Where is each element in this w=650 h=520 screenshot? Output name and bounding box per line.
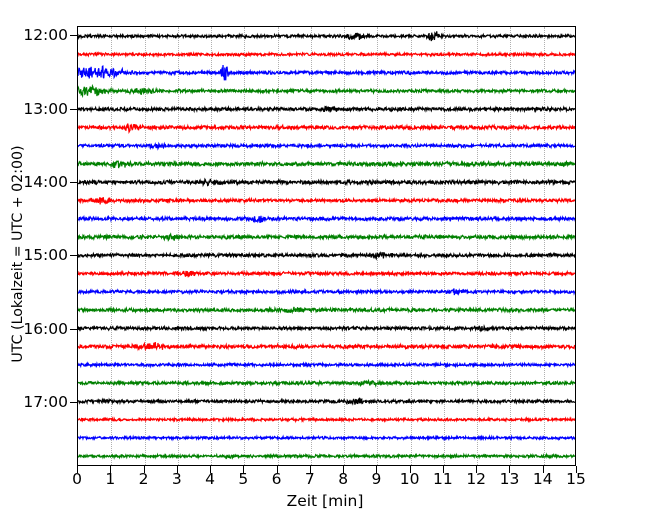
x-tick-label: 2 bbox=[138, 470, 149, 488]
trace-canvas bbox=[78, 27, 575, 465]
y-tick-label: 16:00 bbox=[23, 319, 68, 338]
x-tick-label: 12 bbox=[466, 470, 487, 488]
seismic-trace bbox=[78, 252, 575, 258]
x-axis-title: Zeit [min] bbox=[286, 492, 364, 510]
grid-line-vertical bbox=[310, 27, 312, 465]
grid-line-vertical bbox=[410, 27, 412, 465]
seismic-trace bbox=[78, 398, 575, 405]
grid-line-vertical bbox=[510, 27, 512, 465]
seismic-trace bbox=[78, 179, 575, 186]
grid-line-vertical bbox=[344, 27, 346, 465]
grid-line-vertical bbox=[543, 27, 545, 465]
y-tick-label: 17:00 bbox=[23, 392, 68, 411]
x-tick-mark bbox=[176, 466, 178, 473]
x-tick-mark bbox=[77, 466, 78, 473]
grid-line-vertical bbox=[443, 27, 445, 465]
y-axis-tick-labels: 12:00 13:00 14:00 15:00 16:00 17:00 bbox=[0, 0, 68, 520]
x-tick-label: 3 bbox=[171, 470, 182, 488]
x-tick-label: 6 bbox=[271, 470, 282, 488]
x-tick-mark bbox=[442, 466, 444, 473]
x-tick-label: 4 bbox=[205, 470, 215, 488]
y-tick-mark bbox=[70, 401, 77, 403]
grid-line-vertical bbox=[277, 27, 279, 465]
x-tick-mark bbox=[110, 466, 112, 473]
y-tick-label: 13:00 bbox=[23, 99, 68, 118]
x-tick-mark bbox=[143, 466, 145, 473]
grid-line-vertical bbox=[211, 27, 213, 465]
grid-line-vertical bbox=[377, 27, 379, 465]
grid-line-vertical bbox=[111, 27, 113, 465]
grid-line-vertical bbox=[477, 27, 479, 465]
y-tick-mark bbox=[70, 328, 77, 330]
y-tick-mark bbox=[70, 108, 77, 110]
grid-lines bbox=[78, 27, 575, 465]
y-tick-mark bbox=[70, 35, 77, 37]
y-tick-label: 12:00 bbox=[23, 26, 68, 45]
seismic-trace bbox=[78, 107, 575, 113]
grid-line-vertical bbox=[177, 27, 179, 465]
seismic-trace bbox=[78, 86, 575, 96]
x-tick-label: 13 bbox=[499, 470, 520, 488]
x-tick-mark bbox=[243, 466, 245, 473]
seismic-trace bbox=[78, 418, 575, 421]
x-tick-label: 1 bbox=[105, 470, 116, 488]
seismic-trace bbox=[78, 31, 575, 41]
y-tick-mark bbox=[70, 181, 77, 183]
x-tick-mark bbox=[509, 466, 511, 473]
seismic-trace bbox=[78, 65, 575, 80]
seismic-trace bbox=[78, 53, 575, 56]
seismic-trace bbox=[78, 234, 575, 240]
x-tick-label: 7 bbox=[304, 470, 315, 488]
seismic-trace bbox=[78, 216, 575, 223]
seismic-trace bbox=[78, 288, 575, 295]
seismic-trace bbox=[78, 363, 575, 366]
x-tick-mark bbox=[576, 466, 577, 473]
x-tick-mark bbox=[409, 466, 411, 473]
x-tick-mark bbox=[542, 466, 544, 473]
seismic-trace bbox=[78, 124, 575, 132]
y-tick-label: 15:00 bbox=[23, 246, 68, 265]
seismic-trace bbox=[78, 380, 575, 385]
x-tick-mark bbox=[309, 466, 311, 473]
x-tick-mark bbox=[476, 466, 478, 473]
seismic-trace bbox=[78, 144, 575, 149]
seismic-trace bbox=[78, 326, 575, 331]
seismic-trace bbox=[78, 454, 575, 459]
y-tick-mark bbox=[70, 255, 77, 257]
x-tick-label: 0 bbox=[72, 470, 82, 488]
seismic-trace bbox=[78, 161, 575, 168]
x-tick-mark bbox=[210, 466, 212, 473]
x-tick-label: 5 bbox=[238, 470, 249, 488]
seismic-trace bbox=[78, 271, 575, 277]
seismic-trace bbox=[78, 436, 575, 439]
x-tick-label: 15 bbox=[566, 470, 586, 488]
x-tick-mark bbox=[376, 466, 378, 473]
plot-area bbox=[77, 26, 576, 466]
x-tick-label: 9 bbox=[371, 470, 382, 488]
x-tick-label: 11 bbox=[433, 470, 453, 488]
seismic-trace bbox=[78, 307, 575, 313]
y-tick-label: 14:00 bbox=[23, 172, 68, 191]
x-tick-label: 8 bbox=[338, 470, 349, 488]
seismic-trace bbox=[78, 197, 575, 204]
x-axis-tick-labels: 0 1 2 3 4 5 6 7 8 9 10 11 12 13 14 15 bbox=[0, 470, 650, 496]
x-tick-mark bbox=[343, 466, 345, 473]
x-tick-label: 14 bbox=[532, 470, 553, 488]
x-tick-mark bbox=[276, 466, 278, 473]
grid-line-vertical bbox=[244, 27, 246, 465]
grid-line-vertical bbox=[144, 27, 146, 465]
seismic-trace bbox=[78, 342, 575, 350]
x-tick-label: 10 bbox=[399, 470, 420, 488]
